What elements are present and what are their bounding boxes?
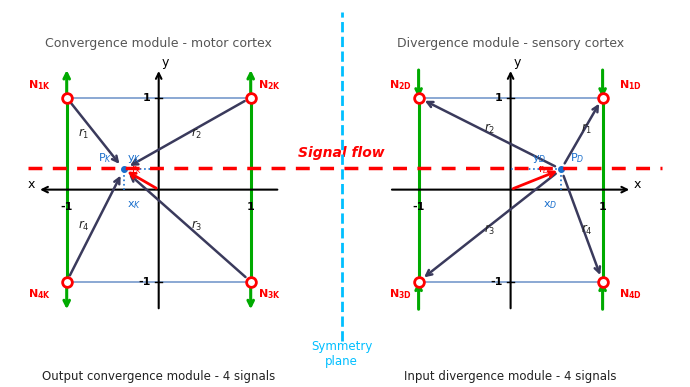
Text: r$_3$: r$_3$ xyxy=(190,218,202,233)
Text: Signal flow: Signal flow xyxy=(298,146,385,160)
Title: Divergence module - sensory cortex: Divergence module - sensory cortex xyxy=(397,38,624,50)
Text: Symmetry
plane: Symmetry plane xyxy=(311,340,372,368)
Title: Convergence module - motor cortex: Convergence module - motor cortex xyxy=(46,38,272,50)
Text: r$_3$: r$_3$ xyxy=(484,223,495,237)
Text: P$_D$: P$_D$ xyxy=(571,151,585,165)
Text: 1: 1 xyxy=(495,92,502,103)
Text: x: x xyxy=(634,178,641,191)
Text: r$_2$: r$_2$ xyxy=(484,122,495,136)
Text: -1: -1 xyxy=(413,202,425,212)
Text: Output convergence module - 4 signals: Output convergence module - 4 signals xyxy=(42,370,275,383)
Text: r$_K$: r$_K$ xyxy=(131,163,143,176)
Text: -1: -1 xyxy=(490,277,502,287)
Text: $\mathbf{N_{3D}}$: $\mathbf{N_{3D}}$ xyxy=(388,288,412,301)
Text: r$_4$: r$_4$ xyxy=(79,218,90,233)
Text: P$_K$: P$_K$ xyxy=(98,151,112,165)
Text: 1: 1 xyxy=(599,202,607,212)
Text: r$_2$: r$_2$ xyxy=(190,127,202,140)
Text: $\mathbf{N_{4K}}$: $\mathbf{N_{4K}}$ xyxy=(28,288,50,301)
Text: 1: 1 xyxy=(143,92,150,103)
Text: y: y xyxy=(161,56,169,69)
Text: y: y xyxy=(513,56,521,69)
Text: -1: -1 xyxy=(61,202,73,212)
Text: r$_4$: r$_4$ xyxy=(581,223,592,237)
Text: -1: -1 xyxy=(138,277,150,287)
Text: $\mathbf{N_{1K}}$: $\mathbf{N_{1K}}$ xyxy=(28,78,50,92)
Text: $\mathbf{N_{3K}}$: $\mathbf{N_{3K}}$ xyxy=(257,288,281,301)
Text: Input divergence module - 4 signals: Input divergence module - 4 signals xyxy=(404,370,617,383)
Text: x: x xyxy=(28,178,35,191)
Text: $\mathbf{N_{4D}}$: $\mathbf{N_{4D}}$ xyxy=(619,288,642,301)
Text: x$_K$: x$_K$ xyxy=(126,199,141,211)
Text: $\mathbf{N_{2K}}$: $\mathbf{N_{2K}}$ xyxy=(257,78,281,92)
Text: r$_1$: r$_1$ xyxy=(581,122,592,136)
Text: r$_D$: r$_D$ xyxy=(538,163,549,176)
Text: x$_D$: x$_D$ xyxy=(543,199,558,211)
Text: $\mathbf{N_{2D}}$: $\mathbf{N_{2D}}$ xyxy=(388,78,412,92)
Text: y$_D$: y$_D$ xyxy=(532,153,546,165)
Text: 1: 1 xyxy=(247,202,255,212)
Text: y$_K$: y$_K$ xyxy=(128,153,141,165)
Text: r$_1$: r$_1$ xyxy=(79,127,90,140)
Text: $\mathbf{N_{1D}}$: $\mathbf{N_{1D}}$ xyxy=(619,78,642,92)
